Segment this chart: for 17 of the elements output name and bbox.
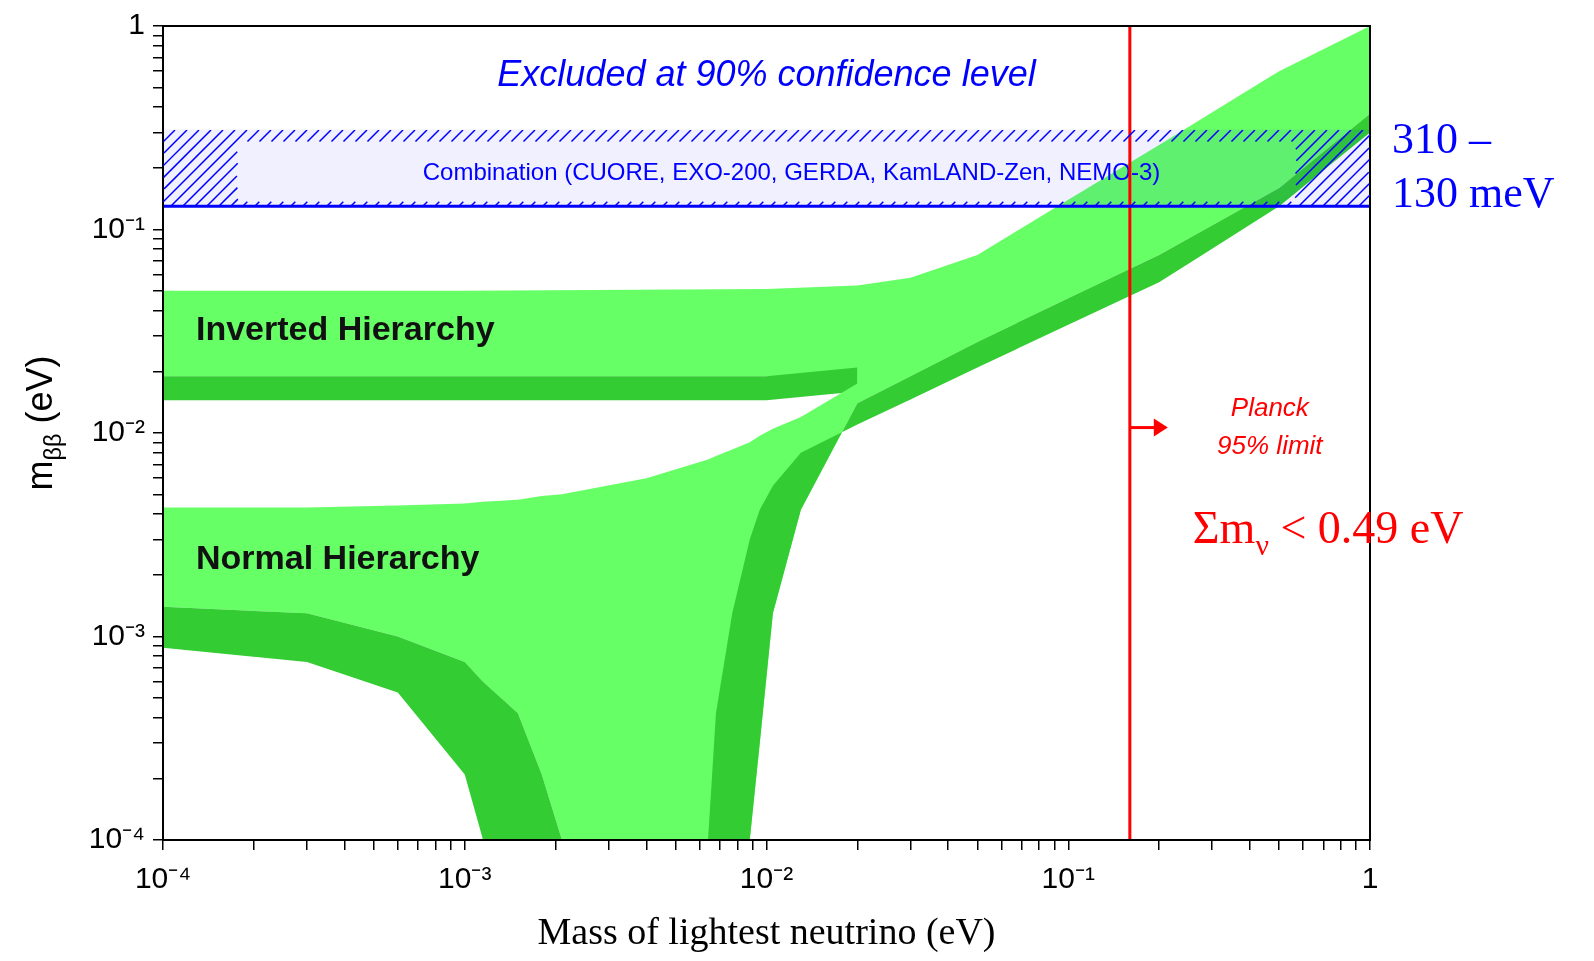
x-tick-label: 10⁻¹: [1041, 861, 1095, 895]
x-tick-label: 10⁻²: [739, 861, 794, 895]
y-tick-label: 1: [128, 7, 145, 41]
x-tick-label: 1: [1361, 861, 1379, 895]
y-axis-title: mββ (eV): [18, 355, 67, 491]
y-tick-label: 10⁻¹: [91, 210, 146, 244]
annotation: 310 – 130 meV: [1392, 113, 1555, 217]
annotation: Inverted Hierarchy: [196, 308, 495, 347]
annotation: Normal Hierarchy: [196, 537, 480, 576]
x-axis-title: Mass of lightest neutrino (eV): [537, 910, 996, 954]
x-tick-label: 10⁻³: [438, 861, 492, 895]
y-tick-label: 10⁻⁴: [88, 821, 145, 855]
annotation: Excluded at 90% confidence level: [497, 53, 1037, 95]
ref-line-label: Planck 95% limit: [1217, 391, 1325, 460]
y-tick-label: 10⁻³: [91, 617, 146, 651]
y-tick-label: 10⁻²: [91, 414, 146, 448]
x-tick-label: 10⁻⁴: [134, 861, 192, 895]
